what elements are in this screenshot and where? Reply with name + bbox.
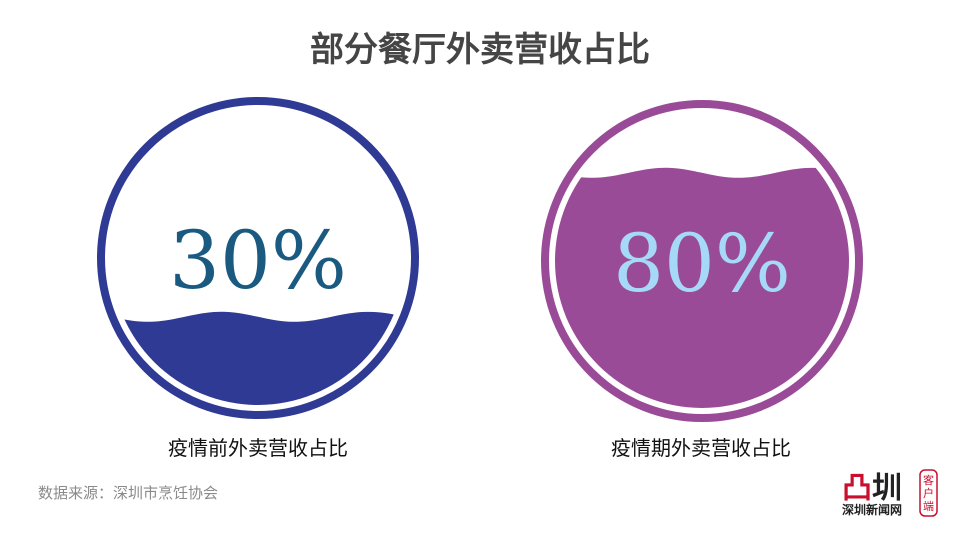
svg-text:深圳新闻网: 深圳新闻网 [842, 502, 902, 517]
svg-text:圳: 圳 [872, 471, 902, 506]
gauge-value: 30% [169, 214, 347, 307]
liquid-fill [555, 167, 849, 408]
gauge-label-before: 疫情前外卖营收占比 [168, 436, 348, 460]
gauge-value: 80% [613, 217, 791, 310]
chart-title: 部分餐厅外卖营收占比 [310, 30, 650, 70]
svg-text:客: 客 [923, 473, 934, 487]
svg-text:端: 端 [923, 500, 934, 513]
liquid-fill [111, 311, 405, 405]
svg-text:凸: 凸 [842, 471, 872, 506]
gauge-ring [97, 97, 419, 419]
shenzhen-news-logo: 凸 圳 深圳新闻网 客 户 端 [842, 469, 938, 517]
source-note: 数据来源：深圳市烹饪协会 [38, 484, 219, 502]
gauge-ring [541, 100, 863, 422]
svg-text:户: 户 [923, 486, 934, 500]
gauge-label-during: 疫情期外卖营收占比 [611, 436, 791, 460]
